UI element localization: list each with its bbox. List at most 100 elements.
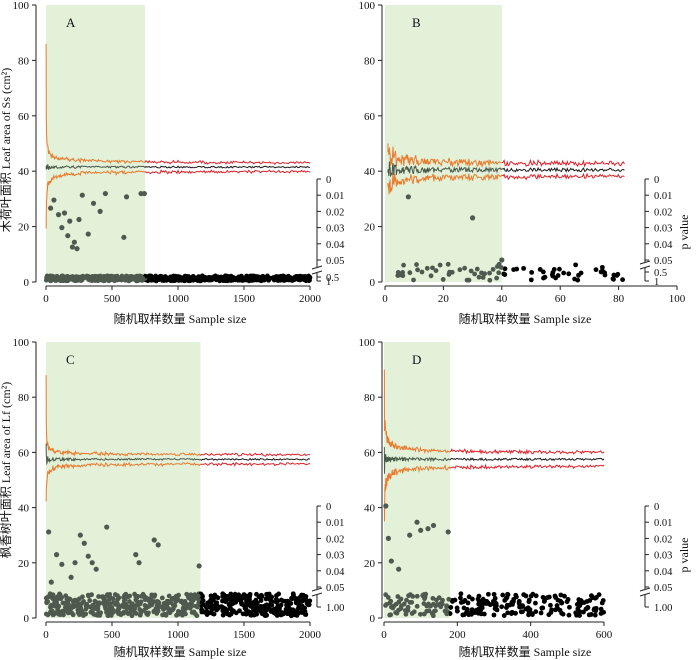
panel-b: 0 20 40 60 80 100 0 20 40 60 80 100 0 0.01 0.02 0.03 0.0… <box>359 0 686 305</box>
p-point-high-c <box>210 611 216 617</box>
p-point-high-d <box>530 612 535 617</box>
p-point-high-c <box>237 595 243 601</box>
p-point-high-b <box>476 274 482 280</box>
p-point-a-3 <box>55 212 62 218</box>
y-tick-label-d-60: 60 <box>364 447 376 459</box>
p-point-high-c <box>97 612 103 618</box>
p-point-high-d <box>533 609 539 615</box>
p-point-high-b <box>401 262 406 268</box>
p-point-high-d <box>417 611 423 617</box>
ci-lower-line-late-d <box>449 463 605 470</box>
p-point-high-c <box>207 599 213 604</box>
p-point-high-d <box>409 599 415 605</box>
p-point-high-d <box>533 600 538 606</box>
p-point-high-a <box>172 278 178 283</box>
x-tick-label-a-500: 500 <box>104 293 121 305</box>
p-point-high-c <box>246 599 252 605</box>
p-point-high-c <box>81 599 86 604</box>
p-point-high-c <box>299 610 305 615</box>
p-point-high-b <box>400 270 406 275</box>
p-point-high-d <box>518 609 524 615</box>
p-point-high-d <box>574 602 580 607</box>
p-point-high-c <box>285 599 291 605</box>
p-point-high-a <box>211 274 217 280</box>
p-point-high-c <box>246 609 252 615</box>
p-point-d-9 <box>430 522 437 529</box>
p-point-high-d <box>421 611 427 617</box>
p-point-high-d <box>396 599 402 605</box>
x-tick-label-d-600: 600 <box>596 629 613 641</box>
p-point-high-a <box>72 278 78 284</box>
p-point-high-b <box>599 264 605 270</box>
p-point-high-c <box>303 594 309 599</box>
p-point-high-d <box>598 606 604 612</box>
p-point-high-d <box>539 605 545 611</box>
panel-letter-d: D <box>412 352 421 367</box>
p-point-high-d <box>466 594 472 600</box>
mean-line-early-c <box>45 443 201 466</box>
p-point-high-d <box>581 600 587 606</box>
p-point-high-b <box>440 277 446 282</box>
x-tick-label-c-0: 0 <box>43 629 49 641</box>
y-tick-label-b-100: 100 <box>359 0 376 12</box>
p-point-high-a <box>219 276 225 282</box>
p-point-high-c <box>137 601 143 606</box>
p-point-high-d <box>493 603 499 609</box>
p-point-c-5 <box>68 574 74 580</box>
y-axis-title-bottom: 枫香树叶面积 Leaf area of Lf (cm²) <box>0 382 13 559</box>
p-tick-label-d-0.03: 0.03 <box>654 551 672 562</box>
p-point-high-d <box>485 591 491 597</box>
p-point-high-c <box>77 596 82 602</box>
y-axis-title-top: 木荷叶面积 Leaf area of Ss (cm²) <box>0 68 13 233</box>
p-tick-label-a-0: 0 <box>326 175 331 186</box>
p-point-high-d <box>577 613 583 618</box>
p-point-high-c <box>272 606 278 612</box>
p-point-high-d <box>396 607 401 613</box>
p-point-high-b <box>487 277 493 283</box>
p-point-b-2 <box>470 215 476 221</box>
p-tick-label-b-0.03: 0.03 <box>654 224 672 235</box>
p-point-d-6 <box>414 519 420 525</box>
y-tick-label-b-80: 80 <box>364 55 376 67</box>
p-point-a-15 <box>97 208 103 214</box>
p-tick-label-d-0.05: 0.05 <box>654 583 672 594</box>
p-point-high-c <box>247 591 253 597</box>
p-point-c-7 <box>77 532 83 538</box>
ci-upper-line-early-d <box>383 369 451 455</box>
p-point-high-d <box>592 612 598 618</box>
y-tick-label-b-0: 0 <box>370 277 376 289</box>
p-point-high-d <box>505 610 511 616</box>
y-tick-label-d-0: 0 <box>370 613 376 625</box>
p-point-high-c <box>166 609 172 615</box>
ci-upper-line-late-c <box>200 452 311 457</box>
p-point-high-a <box>110 275 116 281</box>
p-point-high-b <box>457 267 463 273</box>
p-tick-label-c-0.04: 0.04 <box>326 567 345 578</box>
p-point-high-c <box>291 612 297 618</box>
p-point-high-d <box>484 601 490 606</box>
x-tick-label-b-60: 60 <box>555 293 567 305</box>
p-point-high-c <box>77 612 82 618</box>
p-point-high-a <box>292 276 298 282</box>
p-point-high-c <box>195 604 200 610</box>
p-tick-label-a-0.05: 0.05 <box>326 256 344 267</box>
p-point-high-a <box>102 276 108 282</box>
p-point-high-b <box>540 269 546 275</box>
p-point-high-c <box>153 608 159 614</box>
p-point-high-a <box>80 273 86 279</box>
p-point-high-d <box>523 593 529 599</box>
mean-line-early-b <box>387 161 503 178</box>
p-point-high-b <box>514 266 520 272</box>
p-point-high-c <box>293 600 299 606</box>
p-point-high-d <box>513 592 519 598</box>
p-axis-title-bottom: p value <box>677 538 691 573</box>
p-point-c-10 <box>89 560 95 566</box>
p-point-high-a <box>77 276 82 282</box>
p-point-high-c <box>150 593 156 599</box>
p-point-high-d <box>411 609 417 615</box>
p-point-high-c <box>182 611 187 616</box>
p-point-high-d <box>410 594 416 599</box>
p-point-high-b <box>566 271 572 277</box>
x-tick-label-a-1000: 1000 <box>167 293 190 305</box>
p-point-high-d <box>478 599 484 605</box>
